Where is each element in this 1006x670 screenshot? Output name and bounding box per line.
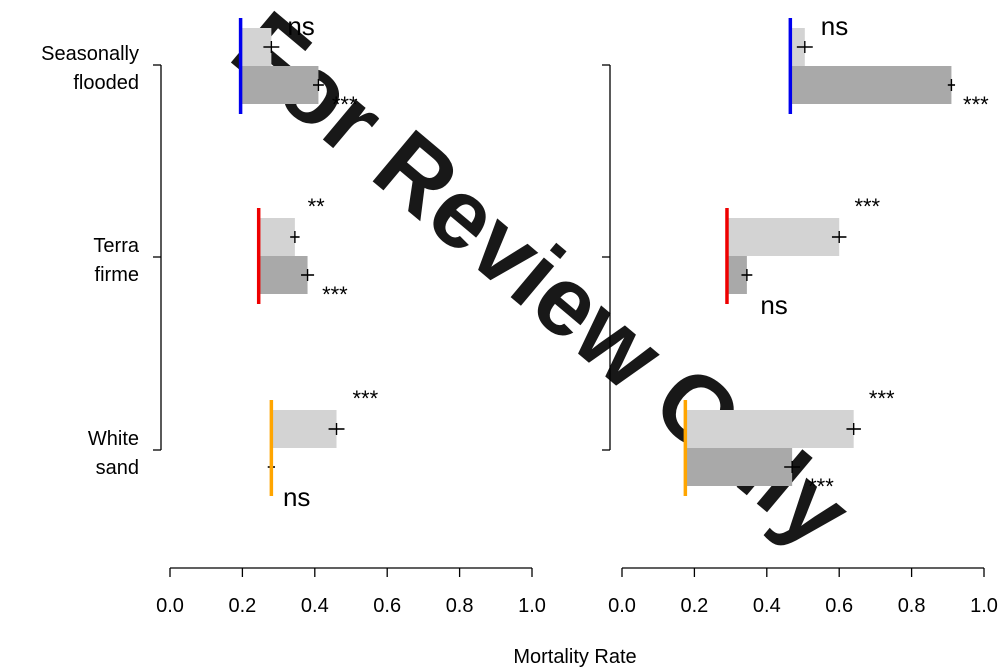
significance-label: ns (283, 482, 310, 512)
bar-light (271, 410, 337, 448)
x-tick-label: 1.0 (970, 595, 998, 617)
significance-label: *** (322, 282, 348, 307)
x-axis: 0.0 0.2 0.4 0.6 0.8 1.0 (608, 567, 998, 617)
x-tick-label: 0.0 (608, 595, 636, 617)
y-axis-bracket (602, 64, 611, 451)
significance-label: *** (869, 386, 895, 411)
bar-dark (726, 256, 747, 294)
bar-group: ns *** (238, 11, 358, 117)
x-tick-label: 0.6 (373, 595, 401, 617)
bar-group: ns *** (788, 11, 989, 117)
significance-label: *** (332, 92, 358, 117)
x-tick-label: 0.8 (898, 595, 926, 617)
group-label: firme (95, 264, 139, 286)
x-tick-label: 0.4 (753, 595, 781, 617)
bar-group: *** *** (683, 386, 895, 499)
bar-group: *** ns (267, 386, 379, 512)
significance-label: ns (821, 11, 848, 41)
significance-label: *** (963, 92, 989, 117)
x-tick-label: 0.8 (446, 595, 474, 617)
significance-label: *** (854, 194, 880, 219)
bar-dark (685, 448, 793, 486)
bar-light (258, 218, 295, 256)
group-label: Terra (93, 235, 139, 257)
group-label: Seasonally (41, 43, 139, 65)
significance-label: ** (308, 194, 326, 219)
x-axis: 0.0 0.2 0.4 0.6 0.8 1.0 (156, 567, 546, 617)
group-label: sand (96, 457, 139, 479)
bar-group: ***** (256, 194, 348, 307)
bar-light (685, 410, 854, 448)
group-label: flooded (73, 72, 139, 94)
bar-light (726, 218, 840, 256)
x-tick-label: 0.2 (680, 595, 708, 617)
x-tick-label: 0.0 (156, 595, 184, 617)
y-axis-bracket (153, 64, 162, 451)
bar-group: *** ns (725, 194, 881, 320)
x-tick-label: 0.6 (825, 595, 853, 617)
x-axis-title: Mortality Rate (513, 646, 636, 668)
significance-label: *** (352, 386, 378, 411)
significance-label: ns (287, 11, 314, 41)
x-tick-label: 0.4 (301, 595, 329, 617)
x-tick-label: 0.2 (228, 595, 256, 617)
bar-dark (258, 256, 308, 294)
bar-dark (240, 66, 319, 104)
bar-dark (790, 66, 952, 104)
significance-label: *** (808, 474, 834, 499)
significance-label: ns (760, 290, 787, 320)
group-label: White (88, 428, 139, 450)
x-tick-label: 1.0 (518, 595, 546, 617)
